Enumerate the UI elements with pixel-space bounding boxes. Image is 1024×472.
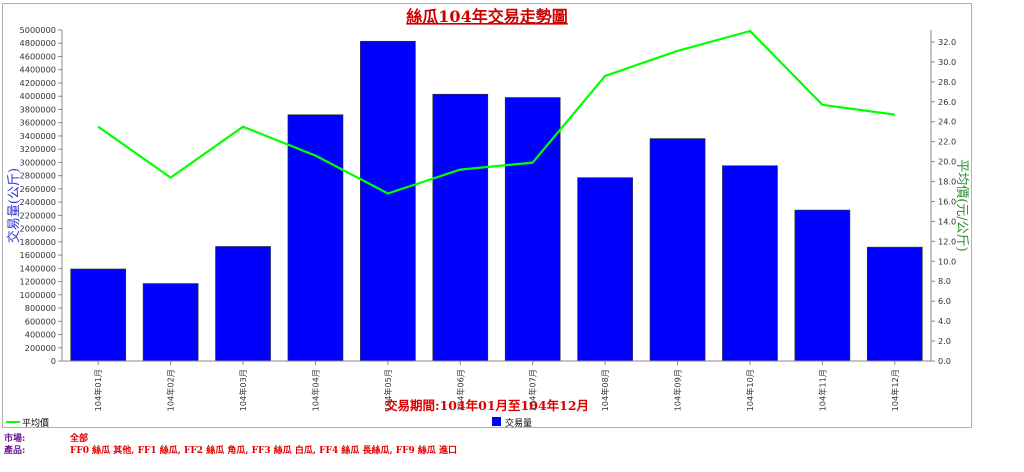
- y-left-tick-label: 4000000: [20, 91, 56, 101]
- legend: 平均價 交易量: [2, 414, 972, 429]
- x-tick-label: 104年08月: [600, 369, 610, 411]
- x-tick-label: 104年03月: [238, 369, 248, 411]
- y-right-tick-label: 26.0: [938, 97, 956, 107]
- bar-1: [70, 268, 127, 362]
- y-left-tick-label: 600000: [25, 316, 56, 326]
- bar-4: [287, 114, 344, 362]
- y-axis-left-label: 交易量(公斤): [6, 168, 22, 243]
- x-tick-label: 104年05月: [383, 369, 393, 411]
- product-value: FF0 絲瓜 其他, FF1 絲瓜, FF2 絲瓜 角瓜, FF3 絲瓜 白瓜,…: [70, 446, 458, 456]
- y-left-tick-label: 3800000: [20, 104, 56, 114]
- y-right-tick-label: 8.0: [938, 276, 951, 286]
- y-axis-right-label: 平均價(元/公斤): [954, 159, 969, 252]
- product-label: 產品:: [4, 446, 26, 456]
- x-tick-label: 104年04月: [310, 369, 320, 411]
- y-left-tick-label: 2400000: [20, 197, 56, 207]
- legend-line-label: 平均價: [22, 419, 50, 429]
- market-label: 市場:: [4, 434, 26, 444]
- y-left-tick-label: 2800000: [20, 171, 56, 181]
- y-left-tick-label: 1600000: [20, 250, 56, 260]
- bar-9: [649, 138, 706, 362]
- x-tick-label: 104年12月: [890, 369, 900, 411]
- y-right-tick-label: 30.0: [938, 57, 956, 67]
- y-left-tick-label: 3200000: [20, 144, 56, 154]
- y-right-tick-label: 28.0: [938, 77, 956, 87]
- market-value: 全部: [70, 434, 89, 444]
- avg-price-line: [97, 29, 895, 195]
- chart-title: 絲瓜104年交易走勢圖: [406, 7, 567, 26]
- y-left-tick-label: 1200000: [20, 277, 56, 287]
- y-left-tick-label: 4400000: [20, 65, 56, 75]
- y-right-tick-label: 14.0: [938, 216, 956, 226]
- y-right-tick-label: 20.0: [938, 157, 956, 167]
- legend-bar-label: 交易量: [505, 419, 533, 429]
- y-right-tick-label: 0.0: [938, 356, 951, 366]
- y-left-tick-label: 2000000: [20, 224, 56, 234]
- y-left-tick-label: 4800000: [20, 38, 56, 48]
- y-left-tick-label: 4600000: [20, 51, 56, 61]
- y-left-tick-label: 400000: [25, 330, 56, 340]
- y-right-tick-label: 2.0: [938, 336, 951, 346]
- y-left-tick-label: 3600000: [20, 118, 56, 128]
- x-tick-label: 104年02月: [166, 369, 176, 411]
- y-right-tick-label: 10.0: [938, 256, 956, 266]
- x-tick-label: 104年09月: [673, 369, 683, 411]
- product-row: 產品: FF0 絲瓜 其他, FF1 絲瓜, FF2 絲瓜 角瓜, FF3 絲瓜 …: [4, 443, 457, 456]
- y-left-tick-label: 800000: [25, 303, 56, 313]
- y-right-tick-label: 32.0: [938, 37, 956, 47]
- legend-line-swatch: [6, 421, 20, 423]
- bar-3: [215, 246, 271, 362]
- y-left-tick-label: 1800000: [20, 237, 56, 247]
- bar-12: [866, 246, 923, 362]
- y-right-tick-label: 12.0: [938, 236, 956, 246]
- y-left-tick-label: 2200000: [20, 210, 56, 220]
- y-left-tick-label: 200000: [25, 343, 56, 353]
- x-tick-label: 104年10月: [745, 369, 755, 411]
- y-left-tick-label: 0: [51, 356, 56, 366]
- y-left-tick-label: 2600000: [20, 184, 56, 194]
- y-right-tick-label: 6.0: [938, 296, 951, 306]
- bar-7: [504, 97, 561, 362]
- bar-2: [142, 283, 199, 362]
- bar-5: [360, 40, 416, 362]
- bar-6: [432, 93, 489, 362]
- chart-subtitle: 交易期間:104年01月至104年12月: [385, 398, 589, 413]
- y-right-tick-label: 16.0: [938, 196, 956, 206]
- x-tick-label: 104年07月: [528, 369, 538, 411]
- x-tick-label: 104年11月: [817, 369, 827, 411]
- y-right-tick-label: 24.0: [938, 117, 956, 127]
- y-left-tick-label: 5000000: [20, 25, 56, 35]
- bar-11: [794, 209, 851, 362]
- bar-10: [722, 165, 778, 362]
- market-row: 市場: 全部: [4, 431, 88, 444]
- y-left-tick-label: 3000000: [20, 157, 56, 167]
- y-left-tick-label: 1400000: [20, 263, 56, 273]
- y-right-tick-label: 22.0: [938, 137, 956, 147]
- y-left-tick-label: 4200000: [20, 78, 56, 88]
- x-tick-label: 104年06月: [455, 369, 465, 411]
- y-left-tick-label: 1000000: [20, 290, 56, 300]
- y-left-tick-label: 3400000: [20, 131, 56, 141]
- legend-bar-swatch: [492, 417, 501, 426]
- bar-8: [577, 177, 633, 362]
- y-right-tick-label: 18.0: [938, 177, 956, 187]
- x-tick-label: 104年01月: [93, 369, 103, 411]
- y-right-tick-label: 4.0: [938, 316, 951, 326]
